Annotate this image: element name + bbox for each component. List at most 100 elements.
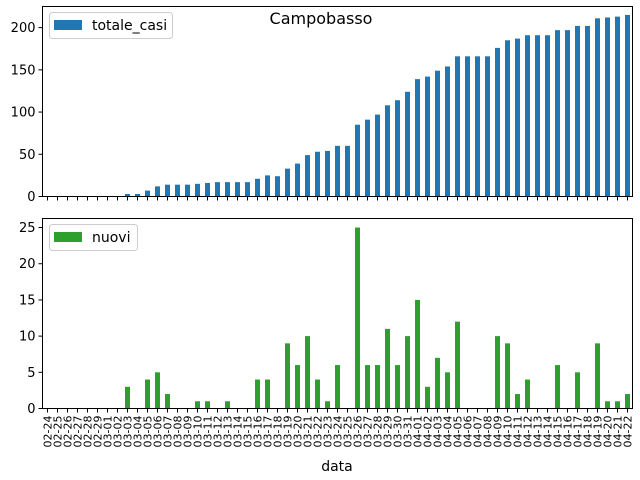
bar-nuovi-04-20: [605, 401, 610, 409]
bar-nuovi-04-15: [555, 365, 560, 409]
bar-nuovi-03-30: [395, 365, 400, 409]
x-tick-label: 03-06: [152, 416, 165, 448]
x-tick-label: 03-26: [352, 416, 365, 448]
bar-totale_casi-03-11: [205, 182, 210, 197]
bar-totale_casi-04-07: [475, 56, 480, 197]
x-tick-label: 03-23: [322, 416, 335, 448]
x-tick-label: 03-02: [112, 416, 125, 448]
bar-totale_casi-04-21: [615, 16, 620, 197]
bar-totale_casi-04-10: [505, 40, 510, 197]
bar-nuovi-03-20: [295, 365, 300, 409]
bar-nuovi-03-24: [335, 365, 340, 409]
x-tick-label: 04-15: [552, 416, 565, 448]
bottom-legend-label: nuovi: [92, 230, 131, 246]
x-tick-label: 03-04: [132, 416, 145, 448]
x-tick-label: 02-28: [82, 416, 95, 448]
bottom-plot-border: [42, 218, 633, 409]
bar-totale_casi-04-15: [555, 30, 560, 197]
bar-nuovi-04-10: [505, 343, 510, 409]
x-tick-label: 04-16: [562, 416, 575, 448]
bar-totale_casi-03-17: [265, 175, 270, 197]
bar-totale_casi-04-17: [575, 25, 580, 197]
bar-totale_casi-03-29: [385, 105, 390, 197]
bar-totale_casi-03-12: [215, 182, 220, 197]
y-tick-label: 50: [19, 148, 36, 163]
bar-totale_casi-03-30: [395, 100, 400, 197]
x-tick-label: 04-12: [522, 416, 535, 448]
chart-title: Campobasso: [270, 9, 373, 28]
x-tick-label: 03-10: [192, 416, 205, 448]
bar-totale_casi-03-09: [185, 184, 190, 197]
bar-totale_casi-04-02: [425, 76, 430, 197]
top-panel: 0 50 100 150 200 totale_casi Campobasso: [11, 6, 633, 205]
x-tick-label: 03-18: [272, 416, 285, 448]
x-axis-label: data: [321, 459, 353, 475]
x-tick-label: 02-27: [72, 416, 85, 448]
x-tick-label: 03-27: [362, 416, 375, 448]
x-tick-label: 03-12: [212, 416, 225, 448]
x-tick-label: 03-28: [372, 416, 385, 448]
bar-nuovi-03-13: [225, 401, 230, 409]
bar-totale_casi-04-06: [465, 56, 470, 197]
y-tick-label: 100: [11, 106, 36, 121]
bar-nuovi-03-05: [145, 379, 150, 409]
x-tick-label: 02-24: [42, 416, 55, 448]
bar-totale_casi-03-16: [255, 178, 260, 197]
x-tick-label: 04-14: [542, 416, 555, 448]
x-tick-label: 02-26: [62, 416, 75, 448]
x-tick-label: 04-10: [502, 416, 515, 448]
bar-nuovi-03-28: [375, 365, 380, 409]
bar-nuovi-03-31: [405, 336, 410, 409]
x-tick-label: 03-16: [252, 416, 265, 448]
top-x-ticks: [47, 196, 628, 201]
x-tick-label: 03-03: [122, 416, 135, 448]
y-tick-label: 0: [27, 190, 35, 205]
bar-totale_casi-03-10: [195, 183, 200, 197]
bar-totale_casi-03-26: [355, 124, 360, 197]
bar-totale_casi-04-19: [595, 18, 600, 197]
bar-nuovi-04-19: [595, 343, 600, 409]
x-tick-label: 03-17: [262, 416, 275, 448]
bar-nuovi-03-03: [125, 386, 130, 409]
bar-nuovi-03-10: [195, 401, 200, 409]
top-legend-swatch: [54, 20, 82, 30]
bar-totale_casi-03-06: [155, 186, 160, 197]
x-tick-label: 03-25: [342, 416, 355, 448]
y-tick-label: 10: [19, 330, 36, 345]
x-tick-label: 03-21: [302, 416, 315, 448]
y-tick-label: 200: [11, 21, 36, 36]
bar-totale_casi-03-22: [315, 151, 320, 197]
bar-totale_casi-03-28: [375, 114, 380, 197]
bar-totale_casi-03-07: [165, 184, 170, 197]
x-tick-label: 04-19: [592, 416, 605, 448]
bar-nuovi-03-07: [165, 394, 170, 409]
x-tick-label: 03-15: [242, 416, 255, 448]
x-tick-label: 04-06: [462, 416, 475, 448]
x-tick-label: 04-11: [512, 416, 525, 448]
bar-totale_casi-03-08: [175, 184, 180, 197]
bar-nuovi-04-03: [435, 357, 440, 409]
x-tick-label: 04-01: [412, 416, 425, 448]
x-tick-label: 03-07: [162, 416, 175, 448]
x-tick-label: 03-01: [102, 416, 115, 448]
y-tick-label: 15: [19, 293, 36, 308]
bar-totale_casi-03-15: [245, 182, 250, 197]
x-tick-label: 03-22: [312, 416, 325, 448]
bar-totale_casi-03-19: [285, 168, 290, 197]
x-tick-label: 03-24: [332, 416, 345, 448]
bar-totale_casi-04-22: [625, 14, 630, 197]
bar-nuovi-04-11: [515, 394, 520, 409]
y-tick-label: 5: [27, 366, 35, 381]
bar-totale_casi-03-23: [325, 150, 330, 197]
top-legend: totale_casi: [49, 12, 173, 39]
bar-totale_casi-03-27: [365, 119, 370, 197]
bar-nuovi-04-22: [625, 394, 630, 409]
bottom-legend-box: [49, 224, 138, 251]
bar-totale_casi-04-20: [605, 17, 610, 197]
y-tick-label: 0: [27, 402, 35, 417]
bottom-bars: [125, 227, 630, 409]
x-tick-label: 03-20: [292, 416, 305, 448]
bar-totale_casi-04-14: [545, 35, 550, 197]
bar-nuovi-03-21: [305, 336, 310, 409]
x-tick-label: 03-09: [182, 416, 195, 448]
